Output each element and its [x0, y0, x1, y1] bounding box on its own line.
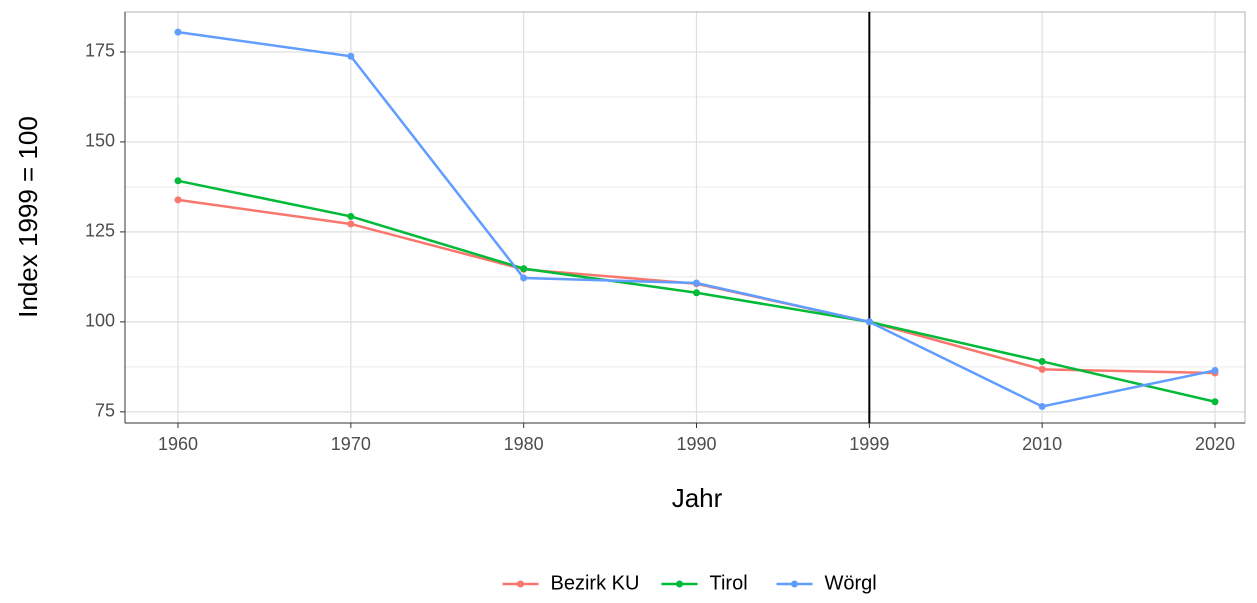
point — [1038, 365, 1046, 373]
y-tick-label: 100 — [85, 311, 115, 331]
point — [693, 289, 700, 297]
legend-label: Bezirk KU — [551, 572, 640, 594]
point — [1038, 402, 1046, 410]
legend-label: Wörgl — [825, 572, 877, 594]
point — [347, 220, 355, 228]
point — [347, 212, 355, 220]
legend-key-point — [791, 580, 798, 588]
point — [1211, 366, 1219, 374]
y-tick-label: 75 — [95, 401, 115, 421]
x-tick-label: 2010 — [1022, 434, 1062, 454]
point — [520, 265, 528, 273]
legend-key-point — [676, 580, 683, 588]
y-tick-label: 150 — [85, 131, 115, 151]
x-axis-title: Jahr — [672, 483, 723, 513]
legend-key-point — [517, 580, 524, 588]
point — [174, 196, 182, 204]
point — [347, 52, 355, 60]
legend-label: Tirol — [710, 572, 748, 594]
x-tick-label: 1990 — [676, 434, 716, 454]
x-tick-label: 1970 — [331, 434, 371, 454]
panel-border — [124, 11, 1246, 424]
point — [865, 318, 873, 326]
point — [174, 177, 182, 185]
x-tick-label: 2020 — [1195, 434, 1235, 454]
x-tick-label: 1999 — [849, 434, 889, 454]
x-tick-label: 1980 — [504, 434, 544, 454]
point — [693, 279, 700, 287]
point — [1211, 398, 1219, 406]
y-tick-label: 175 — [85, 41, 115, 61]
y-tick-label: 125 — [85, 221, 115, 241]
y-axis-title: Index 1999 = 100 — [13, 116, 43, 318]
point — [1038, 357, 1046, 365]
point — [520, 274, 528, 282]
x-tick-label: 1960 — [158, 434, 198, 454]
point — [174, 28, 182, 36]
